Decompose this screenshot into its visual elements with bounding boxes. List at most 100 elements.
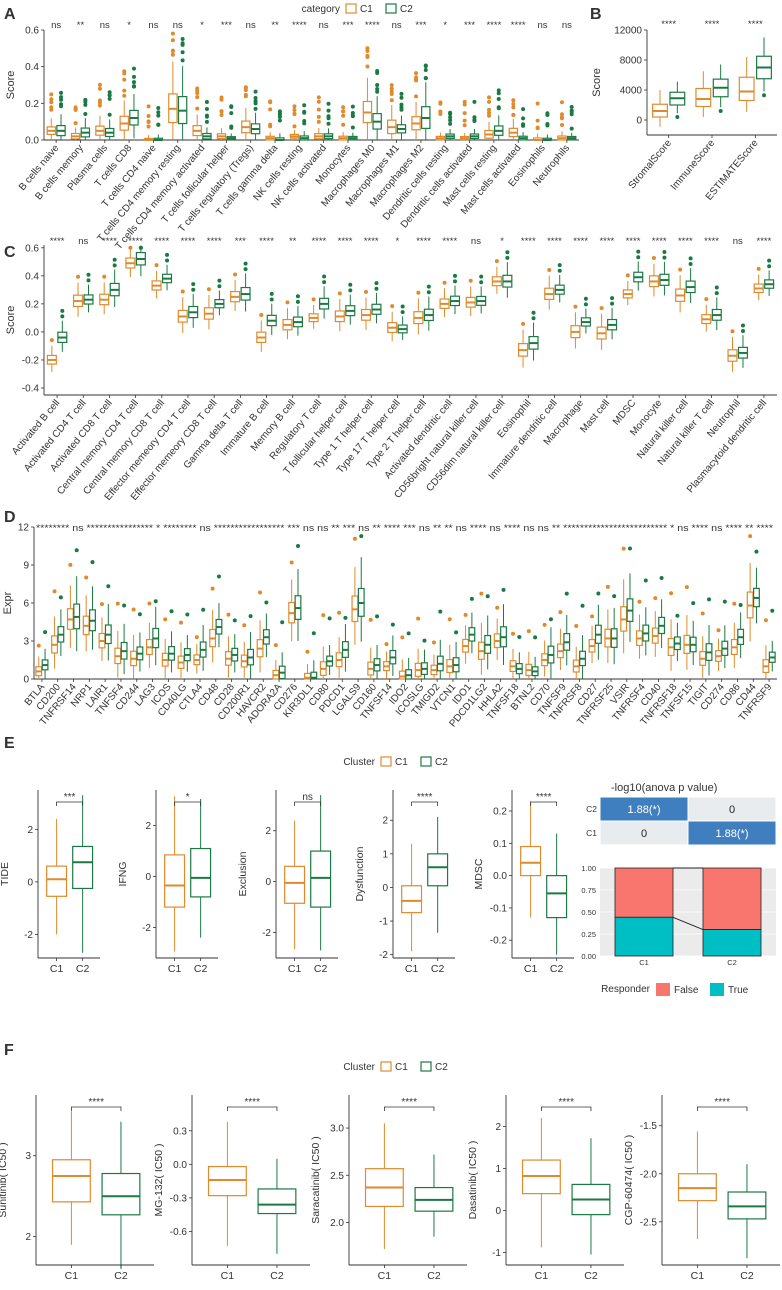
y-axis-title: MDSC [473,858,485,889]
C-Effector memeory CD4 T cell-C2-outlier [191,282,196,287]
signif-label-A: **** [365,20,380,31]
A-Dendritic cells activated-C1-outlier [462,111,467,116]
A-T cells CD4 naive-C2-outlier [156,113,161,118]
box-F0-C1-box [51,1159,91,1203]
D-CD276-C1-outlier [289,560,294,565]
D-CD160-C1-outlier [368,617,373,622]
panel-D-ytick-label: 3 [23,637,29,648]
A-B cells naive-C1-outlier [49,100,54,105]
C-Natural killer cell-C2-outlier [688,256,693,261]
subplot-E1-ytick-label: 0 [145,872,151,883]
D-TNFRSF18-C1-outlier [669,591,674,596]
A-Neutrophils-C2-outlier [569,112,574,117]
A-Monocytes-C1-outlier [341,109,346,114]
legend-title: Responder [601,984,651,995]
C-Effector memeory CD8 T cell-C2-outlier [217,278,222,283]
signif-bracket [227,1106,278,1111]
D-LGALS9-C2-outlier [359,534,364,539]
subplot-F-Saracatinib( IC50 ): Saracatinib( IC50 ) **** C1 C2 [310,1097,454,1282]
box-E4-C1-box [520,845,542,877]
C-Type 1 T helper cell-C2-outlier [374,281,379,286]
subplot-F3-ytick-label: -1 [492,1248,501,1259]
heatmap-title: -log10(anova p value) [611,782,717,794]
D-KIR3DL1-C1-outlier [305,649,310,654]
A-Macrophages M0-C2-outlier [375,86,380,91]
subplot-E0-ytick-label: 2 [27,825,33,836]
C-Memory B cell-C2-outlier [295,299,300,304]
signif-label-C: **** [599,236,614,247]
subplot-F-Sunitinib( IC50 ): Sunitinib( IC50 ) **** C1 C2 [0,1097,141,1282]
D-TMIGD2-C2-outlier [438,609,443,614]
panel-A-ytick-label: 0.2 [25,99,39,110]
signif-label: **** [244,1097,260,1108]
A-T cells CD8-C1-outlier [122,93,127,98]
C-Eosinophil-C2-outlier [531,316,536,321]
A-Dendritic cells activated-C1-outlier [462,118,467,123]
A-B cells memory-C1-outlier [73,121,78,126]
signif-label: **** [714,1097,730,1108]
D-TNFRSF9-C1-outlier [763,618,768,623]
A-NK cells resting-C2-outlier [302,119,307,124]
signif-label-A: ns [148,20,158,31]
A-Macrophages M2-C2-outlier [423,67,428,72]
D-CD40LG-C2-outlier [185,612,190,617]
panel-D-ytick-label: 6 [23,599,29,610]
A-Neutrophils-C2-outlier [569,126,574,131]
D-TNFSF18-C1-outlier [510,631,515,636]
D-ICOSLG-C1-outlier [416,616,421,621]
D-CD274-C1-outlier [716,628,721,633]
C-Activated CD4 T cell-C2-outlier [86,272,91,277]
signif-label: * [186,792,190,803]
C-MDSC-C1-outlier [625,273,630,278]
C-Effector memeory CD4 T cell-C2-outlier [191,287,196,292]
A-T cells regulatory (Tregs)-C2-outlier [253,101,258,106]
D-TNFRSF25-C2-outlier [612,594,617,599]
A-Plasma cells-C2-outlier [107,112,112,117]
subplot-F-Dasatinib( IC50 ): Dasatinib( IC50 ) **** C1 C2 [467,1097,611,1282]
x-tick-label: C2 [431,963,445,975]
signif-label-C: **** [128,236,143,247]
C-MDSC-C2-outlier [636,255,641,260]
A-Plasma cells-C1-outlier [97,98,102,103]
D-BTLA-C2-outlier [43,630,48,635]
C-Immature B cell-C2-outlier [269,291,274,296]
signif-label-C: ns [78,236,88,247]
C-Memory B cell-C2-outlier [295,294,300,299]
C-Activated dendritic cell-C2-outlier [453,279,458,284]
x-tick-label: C2 [584,1270,598,1282]
D-LAIR1-C2-outlier [106,584,111,589]
C-Type 17 T helper cell-C2-outlier [400,304,405,309]
A-NK cells activated-C1-outlier [316,114,321,119]
A-Neutrophils-C1-outlier [559,115,564,120]
heatmap-cell [687,820,777,846]
D-KIR3DL1-C2-box [310,671,318,680]
D-CD160-C2-outlier [375,614,380,619]
signif-label-A: **** [511,20,526,31]
signif-label-C: *** [235,236,246,247]
C-Macrophage-C2-outlier [583,296,588,301]
A-Dendritic cells resting-C1-outlier [438,101,443,106]
D-TNFRSF4-C2-outlier [643,578,648,583]
D-CD44-C2-outlier [754,549,759,554]
x-tick-label: C2 [194,963,208,975]
A-Mast cells activated-C2-outlier [521,107,526,112]
x-tick-label: C1 [405,963,419,975]
D-VTCN1-C1-outlier [447,617,452,622]
C-Regulatory T cell-C1-outlier [311,297,316,302]
subplot-E2-ytick-label: -2 [262,928,271,939]
panel-D-ytick-label: 12 [18,523,30,534]
A-Dendritic cells activated-C1-outlier [462,99,467,104]
D-CD28-C2-outlier [232,618,237,623]
D-LGALS9-C1-outlier [352,536,357,541]
panel-B-marks: ****StromalScore****ImmuneScore****ESTIM… [627,19,772,203]
panel-letter-F: F [4,1042,14,1059]
legend-swatch-C1 [380,1061,392,1072]
D-TNFSF14-C2-outlier [390,622,395,627]
A-T cells follicular helper-C1-outlier [219,109,224,114]
A-Dendritic cells resting-C2-outlier [448,121,453,126]
box-E1-C1-box [164,854,186,908]
D-PDCD1-C1-outlier [337,610,342,615]
signif-label-C: **** [442,236,457,247]
x-tick-label: C1 [524,963,538,975]
panel-B-ytick-label: 12000 [614,26,642,37]
